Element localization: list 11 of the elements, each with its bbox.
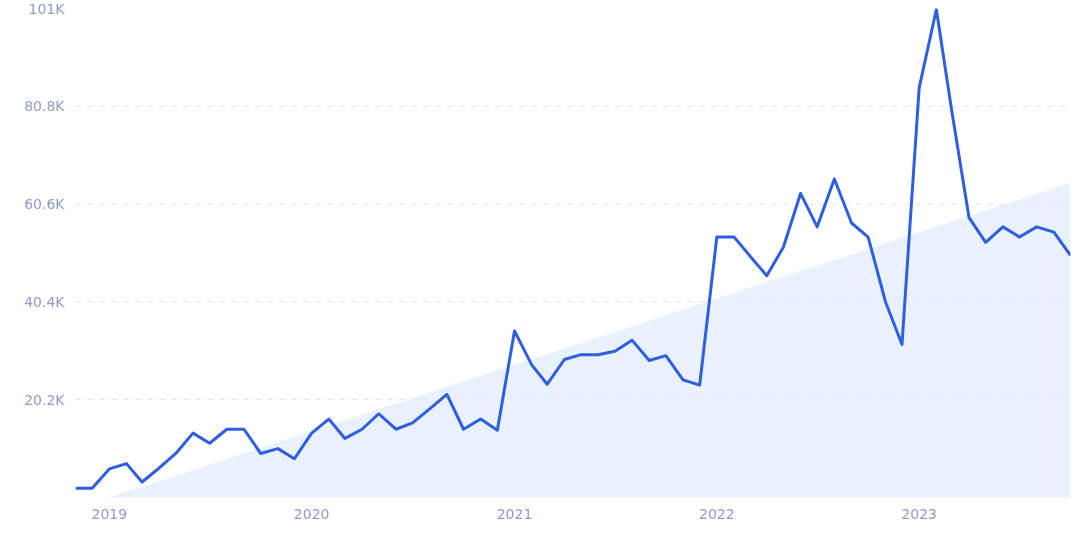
x-tick-label: 2019 xyxy=(91,505,128,522)
y-tick-label: 101K xyxy=(28,0,66,17)
x-tick-label: 2022 xyxy=(699,505,735,522)
x-tick-label: 2021 xyxy=(496,505,533,522)
y-tick-label: 80.8K xyxy=(24,98,66,115)
y-tick-label: 60.6K xyxy=(24,196,66,213)
y-tick-label: 40.4K xyxy=(24,293,66,310)
line-series xyxy=(75,8,1071,490)
x-tick-label: 2020 xyxy=(293,505,330,522)
y-tick-label: 20.2K xyxy=(24,391,66,408)
x-tick-label: 2023 xyxy=(901,505,937,522)
